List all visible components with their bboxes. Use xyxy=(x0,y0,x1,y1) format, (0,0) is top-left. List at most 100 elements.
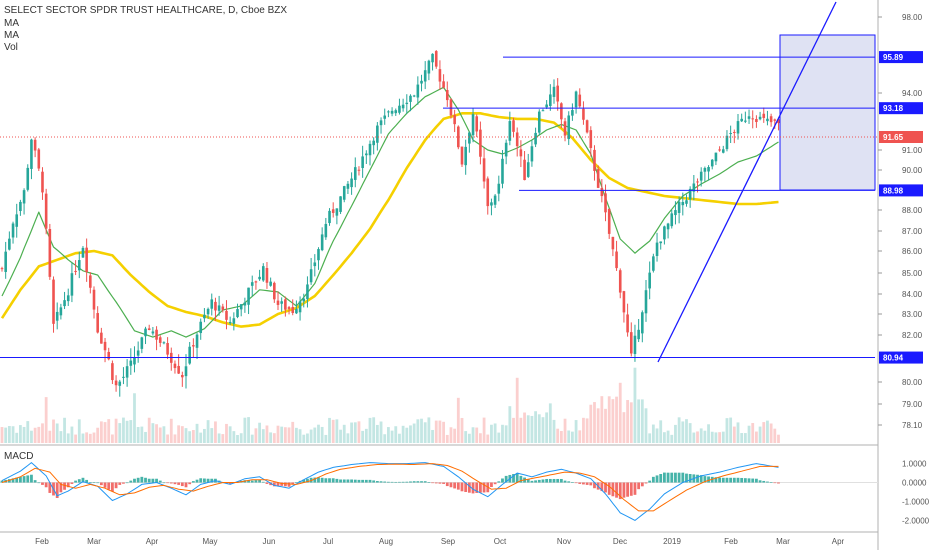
chart-title: SELECT SECTOR SPDR TRUST HEALTHCARE, D, … xyxy=(4,5,287,16)
current-price-tag[interactable] xyxy=(879,131,923,143)
volume-bar xyxy=(438,420,442,443)
volume-bar xyxy=(714,432,718,443)
macd-histogram-bar xyxy=(118,482,122,485)
candle-body xyxy=(273,282,276,300)
volume-bar xyxy=(644,408,648,443)
candle-body xyxy=(188,346,191,364)
macd-histogram-bar xyxy=(758,480,762,483)
candle-body xyxy=(280,301,283,304)
candle-body xyxy=(769,116,773,123)
legend-ma-1[interactable]: MA xyxy=(4,18,19,29)
candle-body xyxy=(504,142,508,157)
volume-bar xyxy=(563,418,567,443)
price-tick-94.00: 94.00 xyxy=(902,89,923,98)
volume-bar xyxy=(85,432,89,443)
macd-histogram-bar xyxy=(398,481,401,483)
volume-bar xyxy=(663,432,666,443)
candle-body xyxy=(342,186,346,200)
volume-bar xyxy=(585,418,589,443)
volume-bar xyxy=(423,422,427,443)
volume-bar xyxy=(755,431,758,443)
volume-bar xyxy=(666,430,670,443)
volume-bar xyxy=(633,367,637,443)
volume-bar xyxy=(199,432,203,443)
macd-histogram-bar xyxy=(375,481,379,483)
macd-histogram-bar xyxy=(37,482,41,484)
macd-axis[interactable]: 1.0000 0.0000 -1.0000 -2.0000 xyxy=(902,460,930,526)
macd-histogram-bar xyxy=(714,477,718,483)
macd-histogram-bar xyxy=(15,477,19,483)
macd-histogram-bar xyxy=(33,480,37,483)
macd-histogram-bar xyxy=(335,478,339,483)
candle-body xyxy=(567,115,571,140)
candle-body xyxy=(618,270,622,293)
price-axis[interactable]: 98.00 94.00 91.00 90.00 88.00 87.00 86.00 85.00… xyxy=(878,13,923,430)
macd-histogram-bar xyxy=(453,482,457,489)
trend-line[interactable] xyxy=(657,1,837,363)
legend-macd[interactable]: MACD xyxy=(4,451,33,462)
volume-bar xyxy=(409,425,412,443)
candle-body xyxy=(479,129,482,157)
candle-body xyxy=(225,310,228,320)
candle-body xyxy=(416,84,420,98)
macd-histogram-bar xyxy=(59,482,63,493)
candle-body xyxy=(460,146,464,165)
projection-box[interactable] xyxy=(779,34,876,191)
price-tick-90.00: 90.00 xyxy=(902,166,923,175)
candle-body xyxy=(596,169,600,188)
candle-body xyxy=(394,110,398,114)
volume-bar xyxy=(703,430,707,443)
volume-bar xyxy=(552,419,556,443)
macd-histogram-bar xyxy=(295,482,298,483)
candle-body xyxy=(44,193,48,229)
candle-body xyxy=(445,90,449,101)
macd-histogram-bar xyxy=(637,482,641,490)
macd-histogram-bar xyxy=(169,482,173,484)
time-tick-Nov: Nov xyxy=(557,537,571,546)
volume-bar xyxy=(298,429,302,443)
candle-body xyxy=(306,284,309,300)
candle-body xyxy=(125,366,129,378)
macd-histogram-bar xyxy=(339,479,342,483)
candle-body xyxy=(721,149,725,153)
candle-body xyxy=(100,332,103,344)
volume-bar xyxy=(191,430,195,443)
volume-bar xyxy=(718,432,721,443)
macd-histogram-bar xyxy=(287,482,291,487)
volume-bar xyxy=(379,421,383,443)
candle-body xyxy=(666,223,670,230)
volume-bar xyxy=(721,431,725,443)
candle-body xyxy=(464,146,467,166)
time-axis[interactable]: Feb Mar Apr May Jun Jul Aug Sep Oct Nov Dec 2019 Feb… xyxy=(35,537,844,546)
level-tag-95.89[interactable] xyxy=(879,51,923,64)
macd-histogram-bar xyxy=(563,480,567,483)
level-tag-93.18[interactable] xyxy=(879,102,923,115)
time-tick-Mar: Mar xyxy=(87,537,101,546)
volume-bar xyxy=(479,433,482,443)
candle-body xyxy=(652,256,655,271)
legend-ma-2[interactable]: MA xyxy=(4,30,19,41)
volume-bar xyxy=(302,434,306,443)
level-tag-88.98[interactable] xyxy=(879,184,923,197)
volume-bar xyxy=(324,434,328,443)
candle-body xyxy=(409,95,412,102)
time-tick-Apr: Apr xyxy=(146,537,159,546)
price-levels[interactable]: 95.89 93.18 88.98 80.94 91.65 xyxy=(0,51,923,364)
volume-bar xyxy=(173,434,177,443)
volume-bar xyxy=(688,423,692,443)
volume-bar xyxy=(15,432,19,443)
candle-body xyxy=(89,275,92,288)
candle-body xyxy=(129,360,133,366)
level-tag-80.94[interactable] xyxy=(879,351,923,364)
candle-body xyxy=(670,213,674,227)
candle-body xyxy=(560,103,563,120)
volume-bar xyxy=(508,406,512,443)
candle-body xyxy=(637,329,640,340)
candle-body xyxy=(453,115,456,125)
macd-histogram-bar xyxy=(129,480,133,483)
candle-body xyxy=(114,380,118,386)
legend-volume[interactable]: Vol xyxy=(4,42,18,53)
macd-histogram-bar xyxy=(604,482,607,493)
